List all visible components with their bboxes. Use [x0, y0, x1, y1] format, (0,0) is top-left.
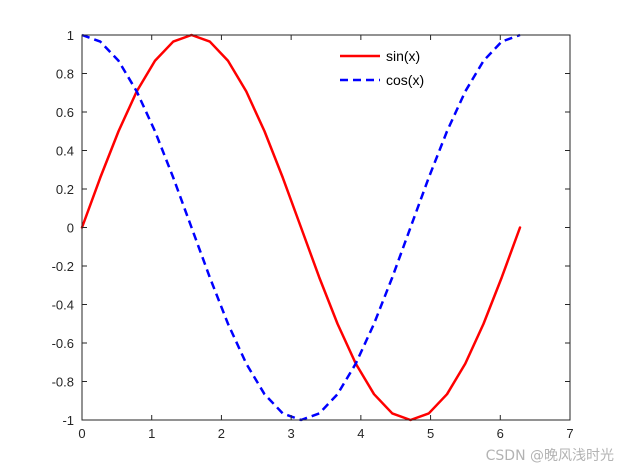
legend: sin(x) cos(x) [340, 48, 424, 88]
plot-area [82, 35, 570, 420]
x-tick-label: 1 [148, 426, 155, 441]
y-tick-label: 0 [67, 221, 74, 236]
y-tick-label: 1 [67, 28, 74, 43]
watermark-text: CSDN @晚风浅时光 [486, 448, 614, 464]
x-tick-label: 0 [78, 426, 85, 441]
y-tick-label: -1 [62, 413, 74, 428]
x-tick-label: 4 [357, 426, 364, 441]
axes-layer: 0 1 2 3 4 5 6 7 1 0.8 0.6 0.4 0.2 0 -0.2 -0.4 -0.6 -0.8 -1 [52, 28, 574, 441]
y-tick-label: 0.2 [56, 182, 74, 197]
series-line-sin [80, 33, 522, 422]
x-tick-label: 2 [218, 426, 225, 441]
y-tick-label: -0.2 [52, 259, 74, 274]
x-tick-label: 7 [566, 426, 573, 441]
y-tick-label: 0.6 [56, 105, 74, 120]
y-tick-label: -0.8 [52, 375, 74, 390]
legend-label-cos: cos(x) [386, 72, 424, 88]
x-tick-label: 6 [497, 426, 504, 441]
legend-label-sin: sin(x) [386, 48, 420, 64]
y-tick-label: 0.4 [56, 144, 74, 159]
y-tick-label: -0.6 [52, 336, 74, 351]
y-tick-label: -0.4 [52, 298, 74, 313]
y-tick-label: 0.8 [56, 67, 74, 82]
x-tick-label: 5 [427, 426, 434, 441]
x-tick-label: 3 [288, 426, 295, 441]
